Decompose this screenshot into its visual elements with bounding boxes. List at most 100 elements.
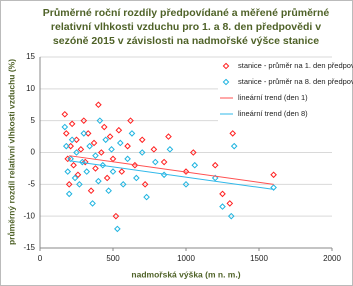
point <box>119 181 127 188</box>
legend-text: lineární trend (den 1) <box>238 93 308 102</box>
point <box>143 193 150 201</box>
point <box>68 120 76 128</box>
x-tick-label: 0 <box>38 254 43 263</box>
point <box>61 123 69 131</box>
point <box>227 212 235 220</box>
point <box>105 187 112 195</box>
point <box>92 165 99 172</box>
point <box>62 142 70 150</box>
chart-title: Průměrné roční rozdíly předpovídané a mě… <box>43 7 330 19</box>
legend-text: stanice - průměr na 1. den předpovědi <box>238 61 353 70</box>
point <box>76 181 83 188</box>
point <box>79 158 86 166</box>
point <box>61 110 69 118</box>
point <box>230 142 238 150</box>
point <box>211 161 219 169</box>
point <box>133 174 140 182</box>
y-tick-label: -10 <box>23 211 35 220</box>
y-tick-label: 0 <box>31 148 36 157</box>
y-axis-label: průměrný rozdíl relativní vlhkosti vzduc… <box>6 59 16 245</box>
point <box>92 152 99 159</box>
point <box>165 133 172 140</box>
trend-line <box>69 160 274 190</box>
point <box>128 130 136 137</box>
point <box>116 139 124 147</box>
point <box>118 168 126 175</box>
point <box>73 136 80 144</box>
point <box>70 161 77 169</box>
y-tick-label: 15 <box>26 52 35 61</box>
point <box>229 130 237 137</box>
point <box>102 136 110 144</box>
point <box>115 126 123 134</box>
legend-box <box>218 58 346 130</box>
point <box>160 158 168 166</box>
point <box>226 200 234 207</box>
x-tick-label: 2000 <box>323 254 341 263</box>
point <box>152 158 159 166</box>
point <box>65 181 73 188</box>
legend-swatch <box>222 78 230 86</box>
point <box>84 130 92 137</box>
point <box>99 161 107 169</box>
point <box>109 168 117 175</box>
chart-title: relativní vlhkosti vzduchu pro 1. a 8. d… <box>51 21 321 33</box>
point <box>112 212 120 220</box>
point <box>90 139 98 147</box>
point <box>95 177 102 185</box>
point <box>80 130 88 137</box>
point <box>270 184 277 191</box>
point <box>189 149 197 156</box>
point <box>62 130 70 137</box>
point <box>182 168 190 175</box>
point <box>166 146 174 153</box>
point <box>64 168 72 175</box>
y-tick-label: -5 <box>28 179 36 188</box>
point <box>71 174 79 182</box>
point <box>106 133 114 140</box>
y-tick-label: -15 <box>23 243 35 252</box>
point <box>95 101 102 109</box>
point <box>270 171 277 179</box>
point <box>87 187 95 195</box>
point <box>67 142 74 150</box>
point <box>68 136 76 144</box>
point <box>86 142 93 150</box>
point <box>219 203 226 210</box>
point <box>89 200 96 207</box>
point <box>74 171 82 179</box>
point <box>211 174 219 182</box>
point <box>150 146 158 153</box>
point <box>114 225 121 233</box>
point <box>127 117 134 124</box>
y-tick-label: 5 <box>31 116 36 125</box>
point <box>96 117 104 124</box>
point <box>77 146 85 153</box>
point <box>65 190 73 198</box>
trend-line <box>69 155 274 185</box>
point <box>124 142 131 150</box>
point <box>124 155 131 163</box>
point <box>191 161 199 169</box>
legend-text: stanice - průměr na 8. den předpovědi <box>238 77 353 86</box>
point <box>141 181 149 188</box>
point <box>138 136 146 144</box>
x-tick-label: 1000 <box>177 254 195 263</box>
point <box>182 181 190 188</box>
legend-text: lineární trend (den 8) <box>238 109 308 118</box>
point <box>219 190 226 198</box>
y-tick-label: 10 <box>26 84 35 93</box>
point <box>73 149 80 156</box>
x-tick-label: 1500 <box>250 254 268 263</box>
point <box>103 174 111 182</box>
x-axis-label: nadmořská výška (m n. m.) <box>131 269 240 279</box>
point <box>83 168 91 175</box>
legend-swatch <box>222 62 230 70</box>
point <box>80 117 88 124</box>
chart-title: sezóně 2015 v závislosti na nadmořské vý… <box>53 35 319 47</box>
point <box>138 149 146 156</box>
point <box>98 149 105 156</box>
point <box>100 123 108 131</box>
